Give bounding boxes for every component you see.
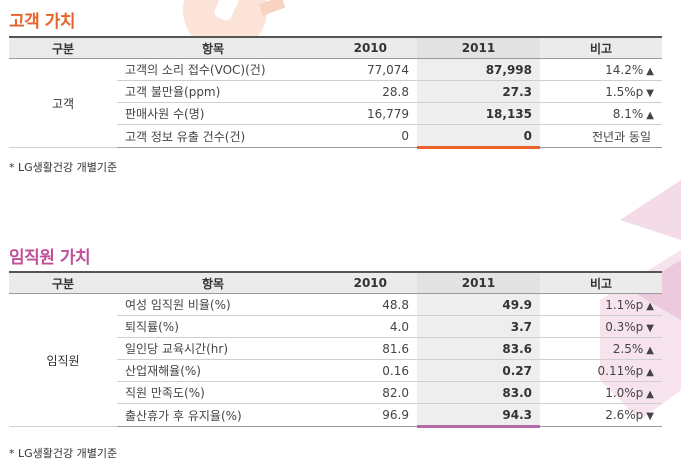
header-category: 구분 (9, 36, 117, 59)
note-cell: 8.1% ▲ (540, 102, 662, 125)
value-2010-cell: 81.6 (309, 337, 417, 360)
category-cell: 임직원 (9, 293, 117, 427)
note-text: 전년과 동일 (591, 129, 651, 144)
table-row: 고객 정보 유출 건수(건) 0 0 전년과 동일 (9, 124, 662, 149)
orange-decoration-tab (258, 0, 286, 16)
up-arrow-icon: ▲ (646, 344, 654, 356)
value-2011-cell: 83.6 (417, 337, 540, 360)
value-2011-cell: 83.0 (417, 381, 540, 404)
value-2010-cell: 16,779 (309, 102, 417, 125)
table-row: 직원 만족도(%) 82.0 83.0 1.0%p ▲ (9, 381, 662, 404)
up-arrow-icon: ▲ (646, 300, 654, 312)
item-cell: 고객의 소리 접수(VOC)(건) (117, 58, 309, 81)
header-item: 항목 (117, 36, 309, 59)
note-text: 14.2% (605, 62, 644, 77)
value-2010-cell: 48.8 (309, 293, 417, 316)
value-2010-cell: 0.16 (309, 359, 417, 382)
header-note: 비고 (540, 36, 662, 59)
value-2011-cell: 49.9 (417, 293, 540, 316)
note-cell: 1.5%p ▼ (540, 80, 662, 103)
value-2011-cell: 0.27 (417, 359, 540, 382)
header-2010: 2010 (309, 36, 417, 59)
up-arrow-icon: ▲ (646, 366, 654, 378)
note-text: 2.5% (612, 341, 644, 356)
value-2010-cell: 96.9 (309, 403, 417, 427)
employee-value-title: 임직원 가치 (9, 248, 91, 268)
value-2010-cell: 77,074 (309, 58, 417, 81)
header-category: 구분 (9, 271, 117, 294)
customer-value-table: 구분 항목 2010 2011 비고 고객 고객의 소리 접수(VOC)(건) … (9, 36, 662, 149)
table-row: 판매사원 수(명) 16,779 18,135 8.1% ▲ (9, 102, 662, 125)
customer-value-footnote: * LG생활건강 개별기준 (9, 161, 118, 174)
item-cell: 고객 불만율(ppm) (117, 80, 309, 103)
table-header-row: 구분 항목 2010 2011 비고 (9, 271, 662, 294)
value-2011-cell: 87,998 (417, 58, 540, 81)
header-note: 비고 (540, 271, 662, 294)
item-cell: 직원 만족도(%) (117, 381, 309, 404)
value-2011-cell: 27.3 (417, 80, 540, 103)
table-row: 고객 불만율(ppm) 28.8 27.3 1.5%p ▼ (9, 80, 662, 103)
header-2010: 2010 (309, 271, 417, 294)
note-text: 1.0%p (605, 385, 644, 400)
note-cell: 0.11%p ▲ (540, 359, 662, 382)
item-cell: 판매사원 수(명) (117, 102, 309, 125)
up-arrow-icon: ▲ (646, 388, 654, 400)
category-cell: 고객 (9, 58, 117, 148)
header-item: 항목 (117, 271, 309, 294)
note-cell: 0.3%p ▼ (540, 315, 662, 338)
note-cell: 전년과 동일 (540, 124, 662, 148)
value-2011-cell: 18,135 (417, 102, 540, 125)
note-cell: 1.1%p ▲ (540, 293, 662, 316)
item-cell: 산업재해율(%) (117, 359, 309, 382)
down-arrow-icon: ▼ (646, 87, 654, 99)
table-header-row: 구분 항목 2010 2011 비고 (9, 36, 662, 59)
down-arrow-icon: ▼ (646, 411, 654, 422)
item-cell: 고객 정보 유출 건수(건) (117, 124, 309, 148)
item-cell: 퇴직률(%) (117, 315, 309, 338)
value-2010-cell: 82.0 (309, 381, 417, 404)
table-row: 고객 고객의 소리 접수(VOC)(건) 77,074 87,998 14.2%… (9, 58, 662, 148)
note-cell: 1.0%p ▲ (540, 381, 662, 404)
employee-value-footnote: * LG생활건강 개별기준 (9, 447, 118, 460)
value-2011-cell: 3.7 (417, 315, 540, 338)
note-cell: 2.6%p ▼ (540, 403, 662, 427)
item-cell: 여성 임직원 비율(%) (117, 293, 309, 316)
table-row: 임직원 여성 임직원 비율(%) 48.8 49.9 1.1%p ▲ (9, 293, 662, 427)
note-cell: 14.2% ▲ (540, 58, 662, 81)
table-row: 산업재해율(%) 0.16 0.27 0.11%p ▲ (9, 359, 662, 382)
value-2010-cell: 0 (309, 124, 417, 148)
note-text: 0.11%p (597, 363, 644, 378)
table-row: 퇴직률(%) 4.0 3.7 0.3%p ▼ (9, 315, 662, 338)
item-cell: 출산휴가 후 유지율(%) (117, 403, 309, 427)
value-2010-cell: 28.8 (309, 80, 417, 103)
header-2011: 2011 (417, 36, 540, 59)
header-2011: 2011 (417, 271, 540, 294)
up-arrow-icon: ▲ (646, 65, 654, 77)
up-arrow-icon: ▲ (646, 109, 654, 121)
value-2010-cell: 4.0 (309, 315, 417, 338)
table-row: 일인당 교육시간(hr) 81.6 83.6 2.5% ▲ (9, 337, 662, 360)
value-2011-cell: 0 (417, 124, 540, 149)
item-cell: 일인당 교육시간(hr) (117, 337, 309, 360)
down-arrow-icon: ▼ (646, 322, 654, 334)
value-2011-cell: 94.3 (417, 403, 540, 428)
note-cell: 2.5% ▲ (540, 337, 662, 360)
note-text: 8.1% (612, 106, 644, 121)
employee-value-table: 구분 항목 2010 2011 비고 임직원 여성 임직원 비율(%) 48.8… (9, 271, 662, 428)
note-text: 0.3%p (605, 319, 644, 334)
note-text: 1.5%p (605, 84, 644, 99)
note-text: 1.1%p (605, 297, 644, 312)
table-row: 출산휴가 후 유지율(%) 96.9 94.3 2.6%p ▼ (9, 403, 662, 428)
note-text: 2.6%p (605, 408, 644, 422)
customer-value-title: 고객 가치 (9, 12, 75, 32)
